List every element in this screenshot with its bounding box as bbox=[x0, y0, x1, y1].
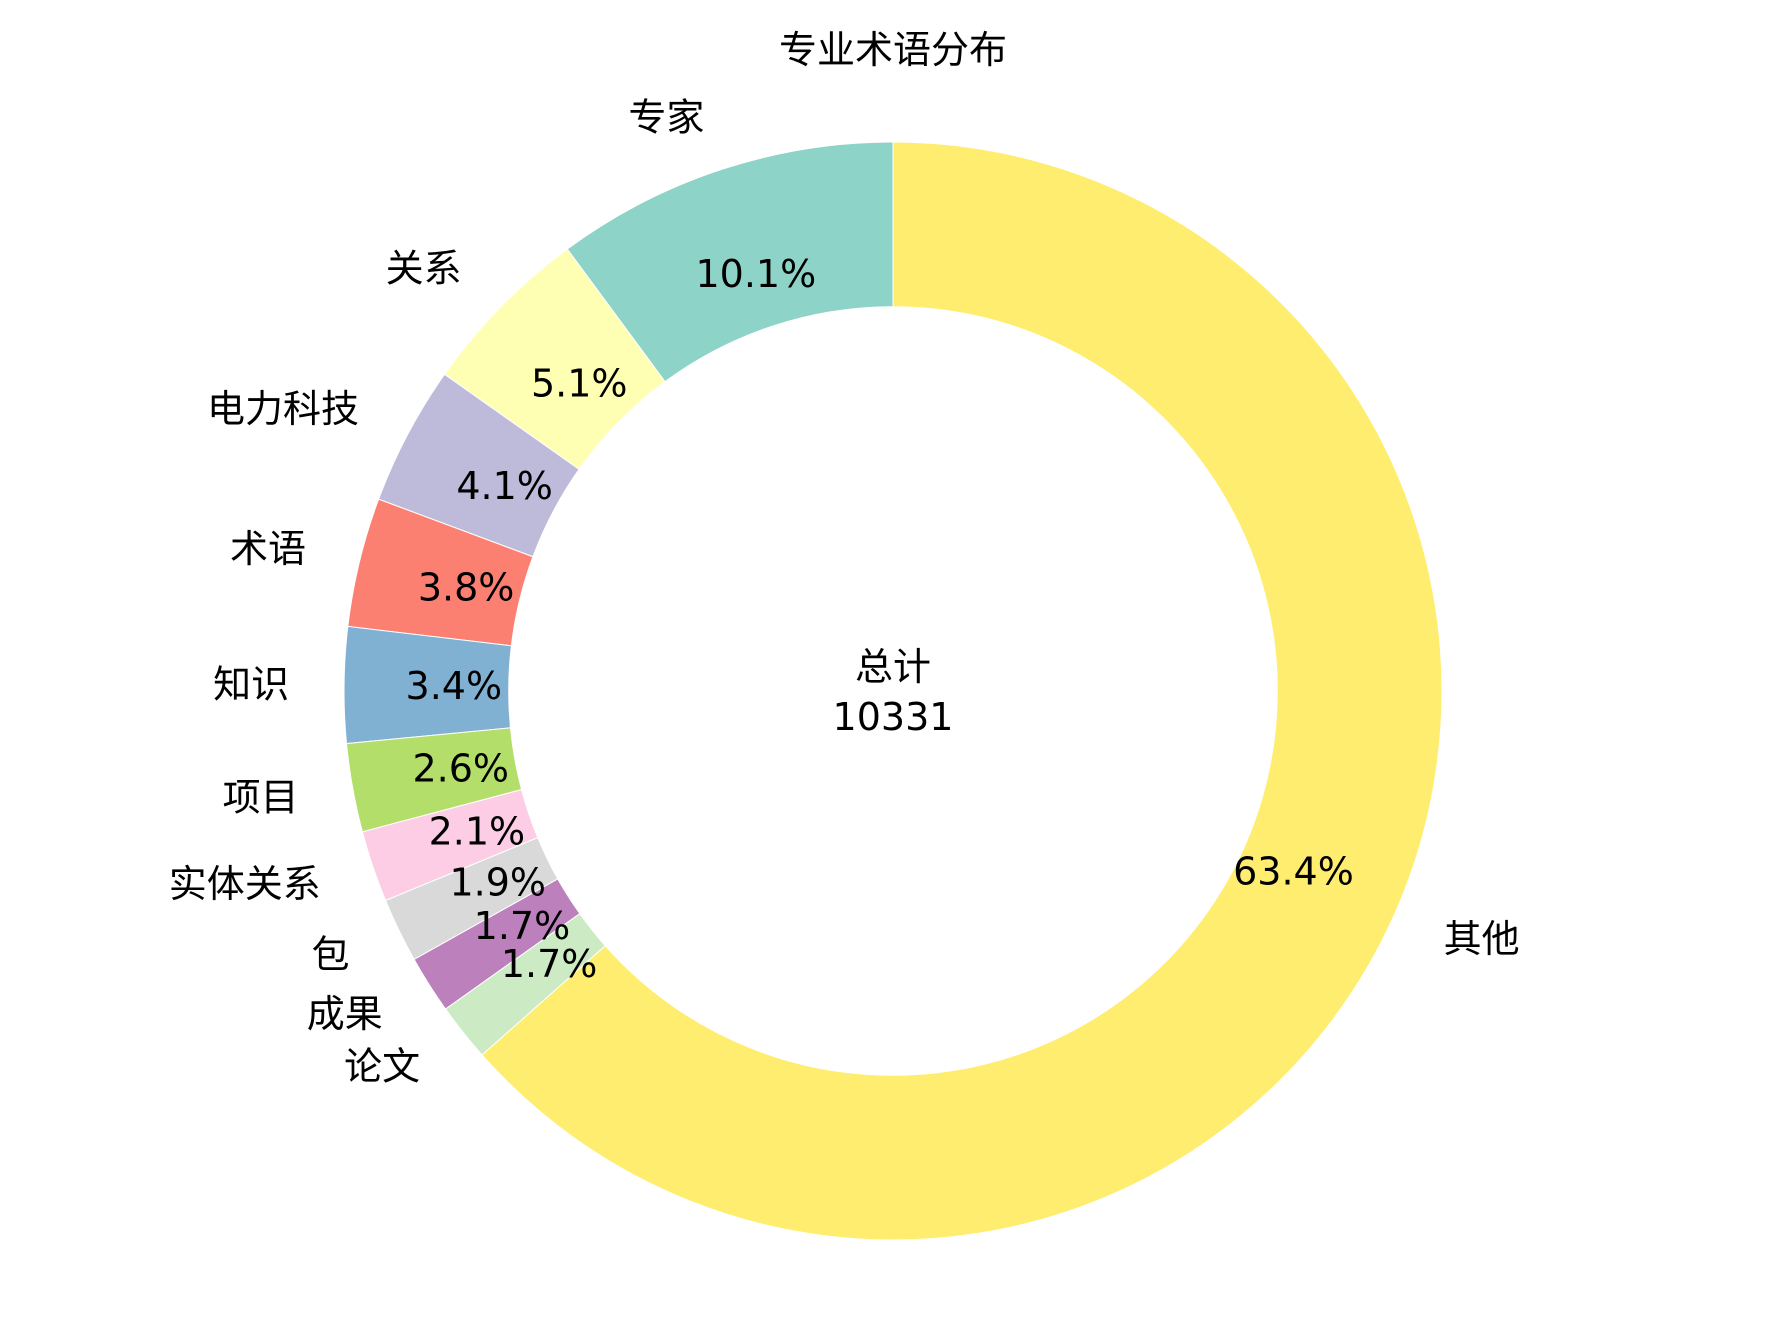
slice-category-label: 电力科技 bbox=[207, 387, 359, 431]
slice-category-label: 实体关系 bbox=[169, 862, 321, 906]
slice-category-label: 专家 bbox=[628, 95, 704, 139]
chart-title: 专业术语分布 bbox=[779, 28, 1007, 72]
center-total-label: 总计 bbox=[855, 645, 931, 689]
slice-percent-label: 10.1% bbox=[695, 252, 816, 296]
slice-11 bbox=[481, 141, 1443, 1241]
slice-category-label: 成果 bbox=[307, 992, 383, 1036]
slice-percent-labels: 10.1%5.1%4.1%3.8%3.4%2.6%2.1%1.9%1.7%1.7… bbox=[406, 252, 1354, 986]
slice-percent-label: 2.6% bbox=[412, 747, 509, 791]
slice-percent-label: 5.1% bbox=[531, 362, 628, 406]
slice-percent-label: 4.1% bbox=[456, 464, 553, 508]
slice-category-label: 关系 bbox=[386, 246, 462, 290]
slice-percent-label: 63.4% bbox=[1233, 849, 1354, 893]
slice-category-label: 项目 bbox=[223, 776, 299, 820]
center-total-value: 10331 bbox=[833, 695, 954, 739]
slice-percent-label: 2.1% bbox=[429, 809, 526, 853]
slice-percent-label: 1.7% bbox=[474, 904, 571, 948]
slice-category-label: 其他 bbox=[1444, 917, 1520, 961]
slice-category-label: 术语 bbox=[230, 527, 306, 571]
slice-category-label: 论文 bbox=[344, 1045, 420, 1089]
slice-percent-label: 1.7% bbox=[501, 942, 598, 986]
slice-percent-label: 1.9% bbox=[449, 861, 546, 905]
slice-category-label: 包 bbox=[312, 932, 350, 976]
slice-percent-label: 3.4% bbox=[406, 664, 503, 708]
donut-slices bbox=[343, 141, 1443, 1241]
slice-percent-label: 3.8% bbox=[418, 566, 515, 610]
slice-category-label: 知识 bbox=[213, 662, 289, 706]
